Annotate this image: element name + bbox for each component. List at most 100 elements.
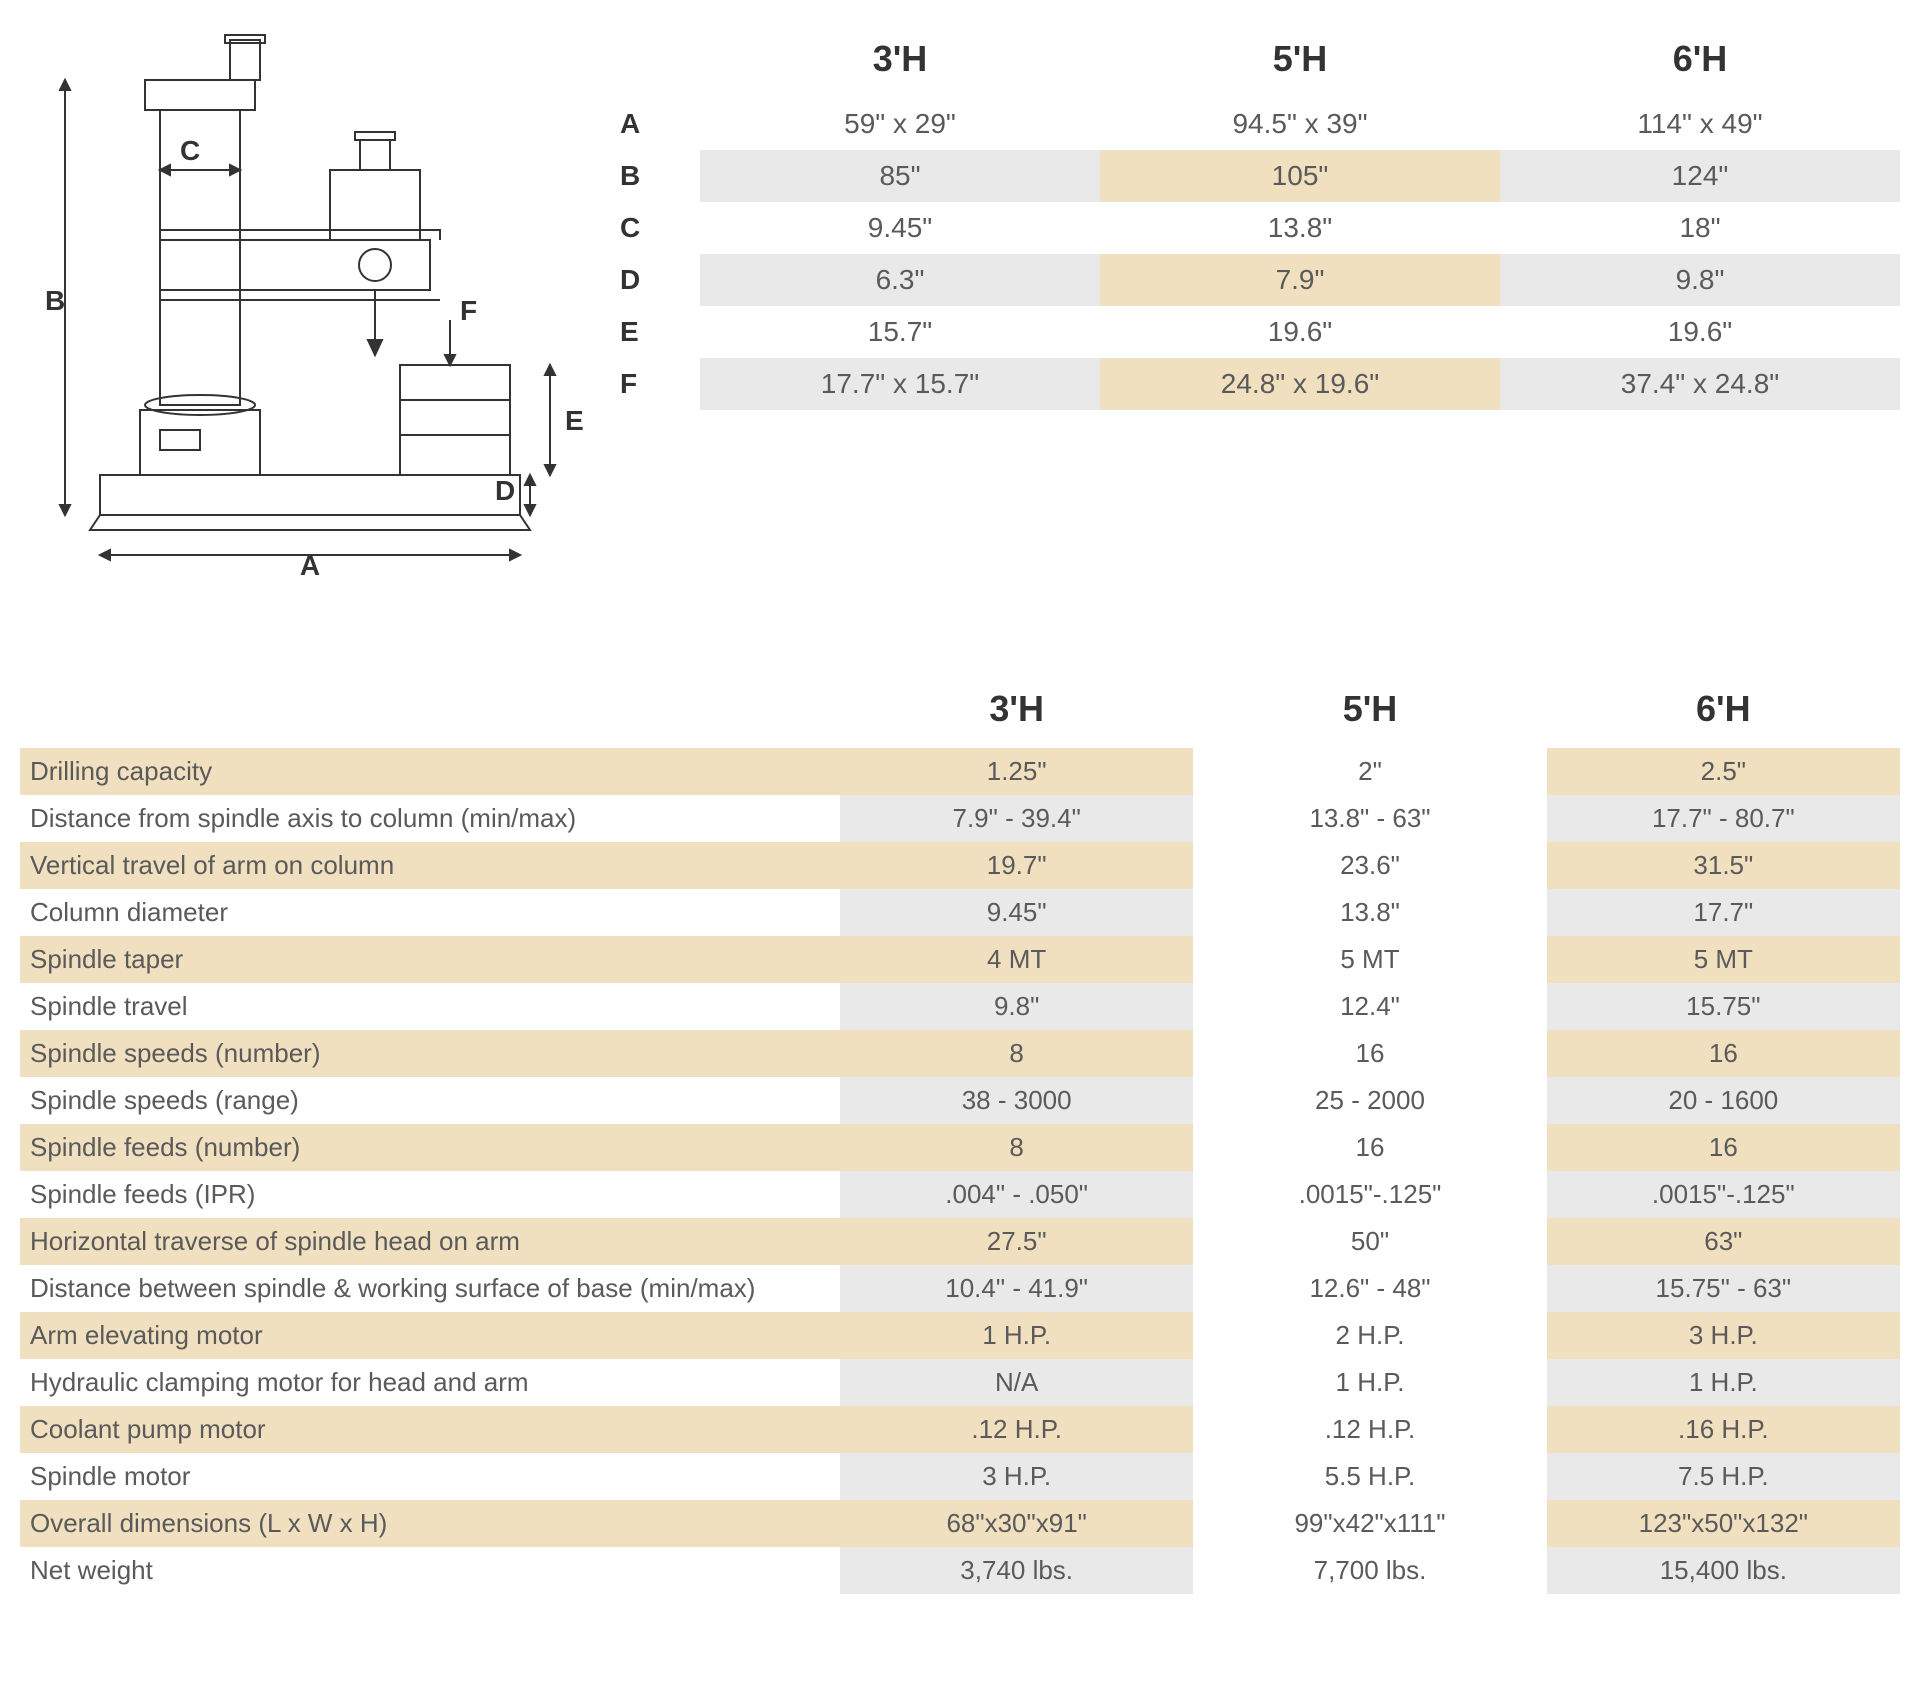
diagram-label-f: F bbox=[460, 295, 477, 326]
spec-row-label: Vertical travel of arm on column bbox=[20, 842, 840, 889]
spec-row-label: Net weight bbox=[20, 1547, 840, 1594]
machine-diagram: A B C D E F bbox=[20, 20, 600, 580]
spec-cell: 1.25" bbox=[840, 748, 1193, 795]
spec-cell: 1 H.P. bbox=[840, 1312, 1193, 1359]
dim-row-label: A bbox=[600, 98, 700, 150]
top-section: A B C D E F 3'H 5'H 6'H A59" bbox=[20, 20, 1900, 580]
dim-cell: 9.45" bbox=[700, 202, 1100, 254]
spec-row-label: Spindle feeds (number) bbox=[20, 1124, 840, 1171]
spec-row-label: Arm elevating motor bbox=[20, 1312, 840, 1359]
dim-cell: 114" x 49" bbox=[1500, 98, 1900, 150]
spec-cell: 13.8" - 63" bbox=[1193, 795, 1546, 842]
spec-row-label: Spindle taper bbox=[20, 936, 840, 983]
spec-cell: 8 bbox=[840, 1124, 1193, 1171]
dim-cell: 9.8" bbox=[1500, 254, 1900, 306]
diagram-label-c: C bbox=[180, 135, 200, 166]
spec-row: Spindle feeds (number)81616 bbox=[20, 1124, 1900, 1171]
spec-cell: 19.7" bbox=[840, 842, 1193, 889]
spec-row-label: Spindle motor bbox=[20, 1453, 840, 1500]
dim-cell: 15.7" bbox=[700, 306, 1100, 358]
diagram-label-a: A bbox=[300, 550, 320, 580]
spec-cell: 7.9" - 39.4" bbox=[840, 795, 1193, 842]
diagram-label-d: D bbox=[495, 475, 515, 506]
spec-cell: N/A bbox=[840, 1359, 1193, 1406]
spec-row: Spindle taper4 MT5 MT5 MT bbox=[20, 936, 1900, 983]
spec-cell: 16 bbox=[1193, 1124, 1546, 1171]
dim-row: D6.3"7.9"9.8" bbox=[600, 254, 1900, 306]
spec-row-label: Overall dimensions (L x W x H) bbox=[20, 1500, 840, 1547]
spec-cell: 99"x42"x111" bbox=[1193, 1500, 1546, 1547]
spec-cell: 15.75" - 63" bbox=[1547, 1265, 1900, 1312]
spec-cell: .12 H.P. bbox=[840, 1406, 1193, 1453]
spec-cell: 20 - 1600 bbox=[1547, 1077, 1900, 1124]
spec-cell: 12.6" - 48" bbox=[1193, 1265, 1546, 1312]
spec-cell: .12 H.P. bbox=[1193, 1406, 1546, 1453]
spec-cell: .16 H.P. bbox=[1547, 1406, 1900, 1453]
spec-col-1: 5'H bbox=[1193, 670, 1546, 748]
dimensions-table-wrap: 3'H 5'H 6'H A59" x 29"94.5" x 39"114" x … bbox=[600, 20, 1900, 410]
dim-cell: 24.8" x 19.6" bbox=[1100, 358, 1500, 410]
dim-cell: 19.6" bbox=[1500, 306, 1900, 358]
dim-row-label: D bbox=[600, 254, 700, 306]
spec-row: Distance from spindle axis to column (mi… bbox=[20, 795, 1900, 842]
spec-cell: 123"x50"x132" bbox=[1547, 1500, 1900, 1547]
spec-row: Horizontal traverse of spindle head on a… bbox=[20, 1218, 1900, 1265]
spec-cell: 7.5 H.P. bbox=[1547, 1453, 1900, 1500]
dim-cell: 19.6" bbox=[1100, 306, 1500, 358]
spec-row: Spindle travel9.8"12.4"15.75" bbox=[20, 983, 1900, 1030]
spec-row-label: Spindle feeds (IPR) bbox=[20, 1171, 840, 1218]
dim-row-label: E bbox=[600, 306, 700, 358]
spec-row: Coolant pump motor.12 H.P..12 H.P..16 H.… bbox=[20, 1406, 1900, 1453]
dim-cell: 37.4" x 24.8" bbox=[1500, 358, 1900, 410]
dim-row-label: F bbox=[600, 358, 700, 410]
spec-cell: 5 MT bbox=[1193, 936, 1546, 983]
spec-row-label: Distance from spindle axis to column (mi… bbox=[20, 795, 840, 842]
spec-cell: 3 H.P. bbox=[1547, 1312, 1900, 1359]
spec-cell: 5.5 H.P. bbox=[1193, 1453, 1546, 1500]
dim-row-label: C bbox=[600, 202, 700, 254]
spec-row-label: Spindle travel bbox=[20, 983, 840, 1030]
spec-row: Spindle feeds (IPR).004" - .050".0015"-.… bbox=[20, 1171, 1900, 1218]
dim-col-2: 6'H bbox=[1500, 20, 1900, 98]
spec-col-2: 6'H bbox=[1547, 670, 1900, 748]
spec-row: Hydraulic clamping motor for head and ar… bbox=[20, 1359, 1900, 1406]
spec-row-label: Spindle speeds (number) bbox=[20, 1030, 840, 1077]
spec-cell: 15,400 lbs. bbox=[1547, 1547, 1900, 1594]
dim-col-1: 5'H bbox=[1100, 20, 1500, 98]
specs-table: 3'H 5'H 6'H Drilling capacity1.25"2"2.5"… bbox=[20, 670, 1900, 1594]
spec-cell: 9.45" bbox=[840, 889, 1193, 936]
dim-row: B85"105"124" bbox=[600, 150, 1900, 202]
dim-row: C9.45"13.8"18" bbox=[600, 202, 1900, 254]
spec-cell: 3,740 lbs. bbox=[840, 1547, 1193, 1594]
spec-cell: 23.6" bbox=[1193, 842, 1546, 889]
spec-cell: 27.5" bbox=[840, 1218, 1193, 1265]
dim-cell: 59" x 29" bbox=[700, 98, 1100, 150]
spec-cell: 50" bbox=[1193, 1218, 1546, 1265]
spec-cell: 1 H.P. bbox=[1547, 1359, 1900, 1406]
spec-row-label: Distance between spindle & working surfa… bbox=[20, 1265, 840, 1312]
spec-row: Spindle speeds (number)81616 bbox=[20, 1030, 1900, 1077]
dim-row: A59" x 29"94.5" x 39"114" x 49" bbox=[600, 98, 1900, 150]
spec-cell: 2 H.P. bbox=[1193, 1312, 1546, 1359]
spec-cell: .004" - .050" bbox=[840, 1171, 1193, 1218]
spec-row-label: Drilling capacity bbox=[20, 748, 840, 795]
spec-row: Vertical travel of arm on column19.7"23.… bbox=[20, 842, 1900, 889]
spec-cell: 68"x30"x91" bbox=[840, 1500, 1193, 1547]
dim-cell: 18" bbox=[1500, 202, 1900, 254]
spec-row: Overall dimensions (L x W x H)68"x30"x91… bbox=[20, 1500, 1900, 1547]
spec-cell: 17.7" - 80.7" bbox=[1547, 795, 1900, 842]
spec-cell: 15.75" bbox=[1547, 983, 1900, 1030]
dim-cell: 105" bbox=[1100, 150, 1500, 202]
dim-cell: 17.7" x 15.7" bbox=[700, 358, 1100, 410]
spec-row: Arm elevating motor1 H.P.2 H.P.3 H.P. bbox=[20, 1312, 1900, 1359]
diagram-label-e: E bbox=[565, 405, 584, 436]
spec-cell: 5 MT bbox=[1547, 936, 1900, 983]
dim-cell: 6.3" bbox=[700, 254, 1100, 306]
spec-cell: 2" bbox=[1193, 748, 1546, 795]
spec-cell: 31.5" bbox=[1547, 842, 1900, 889]
spec-cell: 63" bbox=[1547, 1218, 1900, 1265]
dim-header-row: 3'H 5'H 6'H bbox=[600, 20, 1900, 98]
spec-row-label: Coolant pump motor bbox=[20, 1406, 840, 1453]
spec-cell: .0015"-.125" bbox=[1193, 1171, 1546, 1218]
spec-cell: 17.7" bbox=[1547, 889, 1900, 936]
